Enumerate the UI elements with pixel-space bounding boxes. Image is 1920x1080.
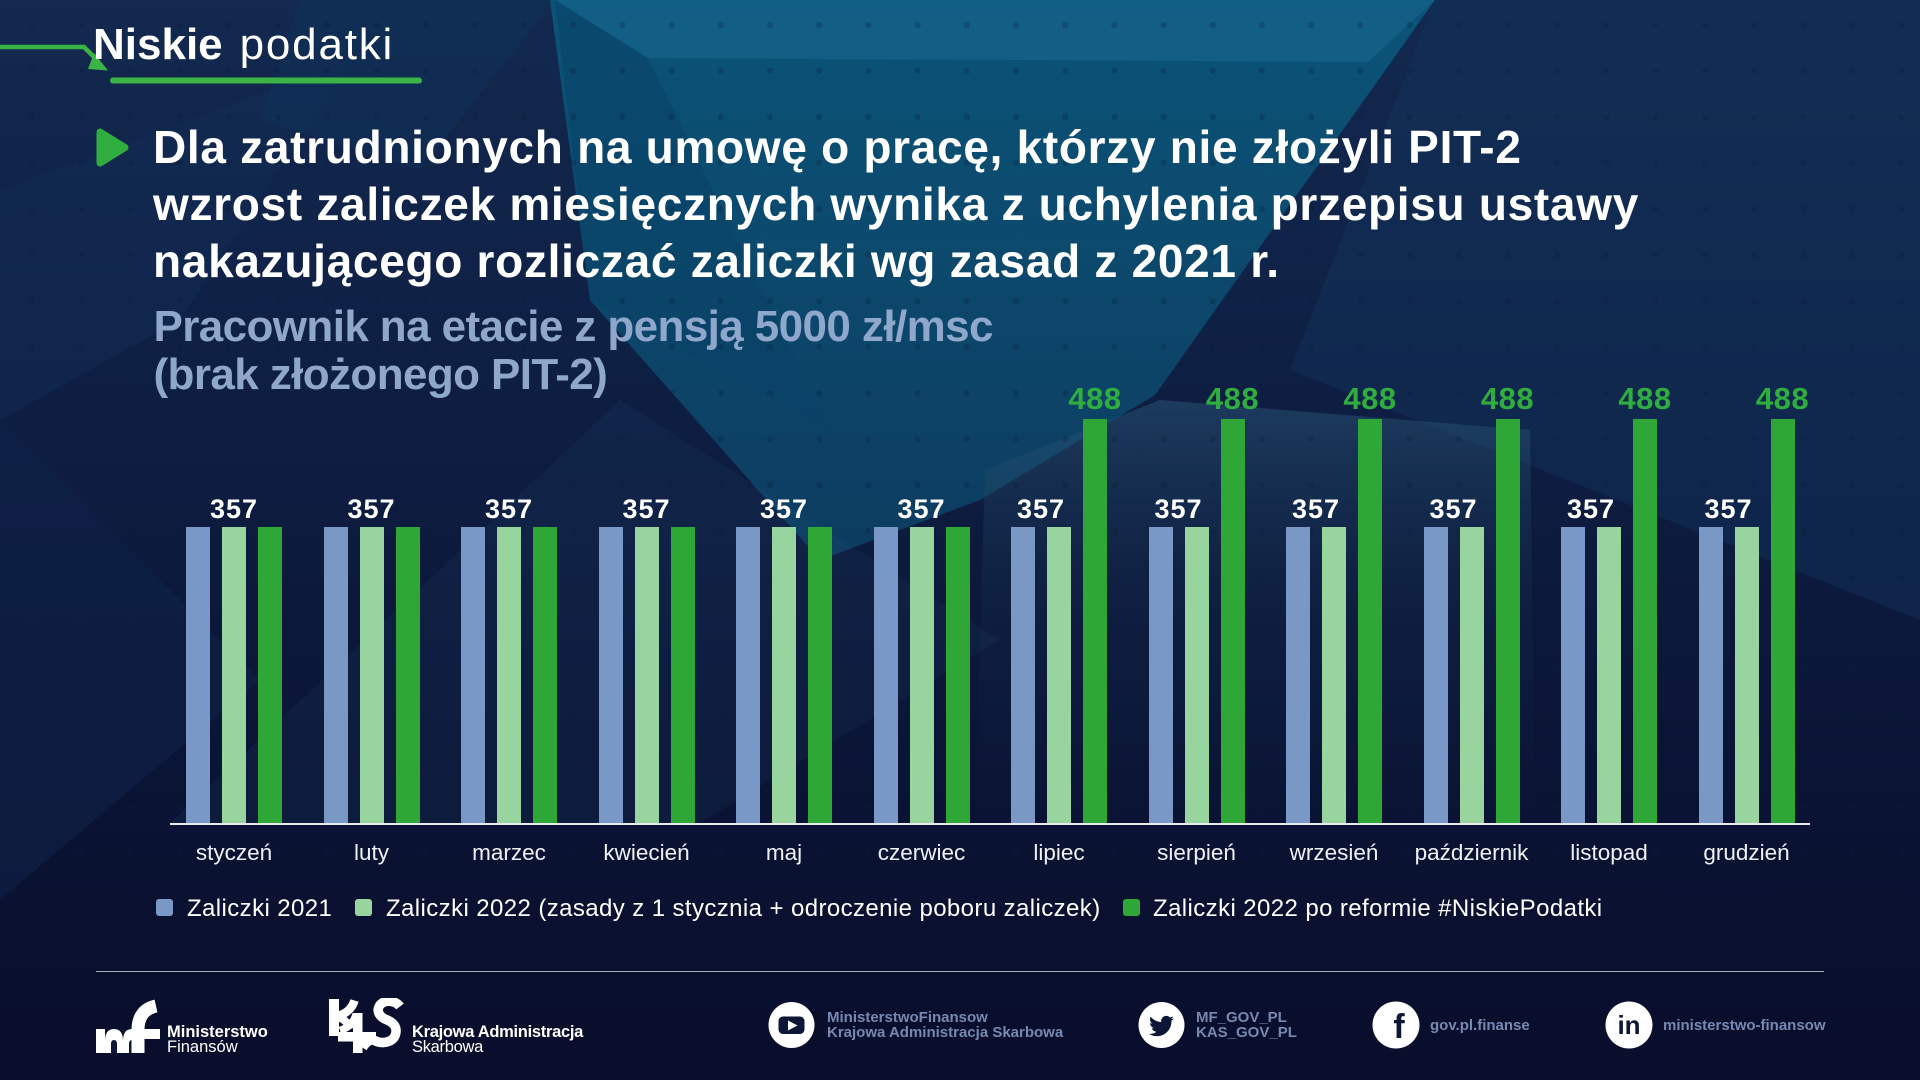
svg-text:f: f bbox=[1393, 1008, 1405, 1046]
svg-text:in: in bbox=[1617, 1010, 1640, 1040]
